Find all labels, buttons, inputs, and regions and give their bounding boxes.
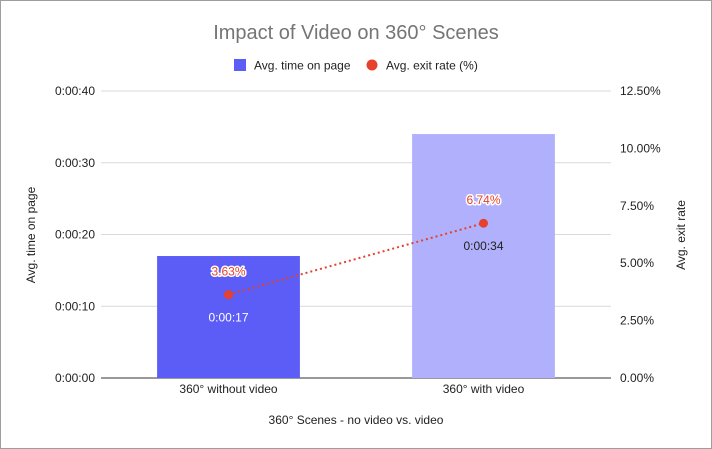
exit-rate-label-halo: 3.63% [211,265,245,279]
exit-rate-line-path [228,222,484,296]
exit-rate-label: 3.63% [211,265,245,279]
y-right-tick-label: 2.50% [620,314,654,328]
bar [412,134,555,378]
legend-swatch-avg-time [234,59,246,71]
legend-label-exit-rate: Avg. exit rate (%) [386,59,478,73]
bar-labels: 0:00:17 0:00:34 [208,239,503,324]
category-label: 360° with video [443,382,525,396]
category-labels: 360° without video 360° with video [179,382,524,396]
exit-rate-point [224,290,233,300]
legend: Avg. time on page Avg. exit rate (%) [234,59,478,73]
y-left-tick-label: 0:00:40 [55,84,95,98]
bar [157,256,300,378]
y-left-axis-title: Avg. time on page [24,186,38,283]
exit-rate-label-halo: 6.74% [466,193,500,207]
exit-rate-point [479,218,488,228]
right-axis-ticks: 0.00% 2.50% 5.00% 7.50% 10.00% 12.50% [620,84,661,385]
y-right-tick-label: 5.00% [620,256,654,270]
bar-value-label: 0:00:17 [208,311,248,325]
chart-title: Impact of Video on 360° Scenes [213,22,499,44]
exit-rate-line: 3.63%3.63%6.74%6.74% [210,192,502,300]
category-label: 360° without video [179,382,278,396]
y-left-tick-label: 0:00:10 [55,299,95,313]
y-right-tick-label: 7.50% [620,199,654,213]
y-right-tick-label: 12.50% [620,84,661,98]
y-right-axis-title: Avg. exit rate [674,200,688,270]
bars [157,134,555,378]
bar-value-label: 0:00:34 [463,239,503,253]
y-right-tick-label: 10.00% [620,141,661,155]
x-axis-title: 360° Scenes - no video vs. video [269,413,444,427]
legend-swatch-exit-rate [366,59,378,71]
y-left-tick-label: 0:00:30 [55,156,95,170]
left-axis-ticks: 0:00:00 0:00:10 0:00:20 0:00:30 0:00:40 [55,84,95,385]
y-left-tick-label: 0:00:00 [55,371,95,385]
legend-label-avg-time: Avg. time on page [254,59,351,73]
exit-rate-label: 6.74% [466,193,500,207]
y-right-tick-label: 0.00% [620,371,654,385]
y-left-tick-label: 0:00:20 [55,228,95,242]
